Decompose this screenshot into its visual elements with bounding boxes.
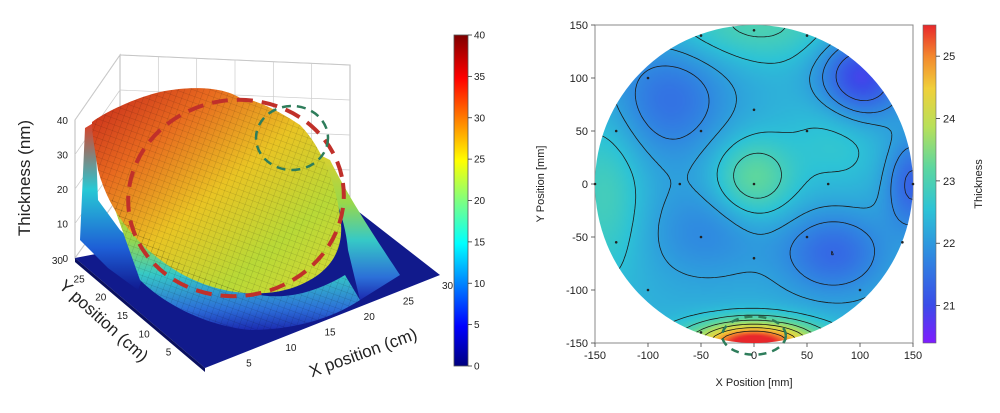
colorbar-tick-label: 23 (943, 176, 955, 188)
x-tick-label: 5 (246, 359, 252, 370)
colorbar-tick-label: 15 (474, 237, 486, 248)
z-axis-label: Thickness (nm) (15, 120, 34, 236)
sample-point (614, 129, 618, 133)
grid-line (74, 54, 121, 121)
y-axis-ticks: 30 25 20 15 10 5 (52, 256, 172, 359)
contour-line (709, 327, 799, 343)
y-tick-label: 5 (166, 348, 172, 359)
y-tick-label: 30 (52, 256, 64, 267)
colorbar-tick-label: 24 (943, 114, 955, 126)
sample-point (646, 288, 650, 292)
sample-point (858, 288, 862, 292)
sample-point (752, 182, 756, 186)
colorbar-tick-label: 25 (943, 51, 955, 63)
red-dashed-ellipse-annotation (126, 97, 346, 299)
colorbar-tick-label: 35 (474, 72, 486, 83)
sample-point (826, 182, 830, 186)
x-tick-label: -150 (584, 350, 606, 362)
sample-point (699, 129, 703, 133)
y-tick-label: 100 (570, 73, 588, 85)
colorbar-tick-label: 10 (474, 279, 486, 290)
colorbar-right-ticks: 21 22 23 24 25 (936, 51, 955, 313)
x-tick-label: 50 (801, 350, 813, 362)
y-tick-label: 10 (139, 329, 151, 340)
surface-floor-front-edge (75, 258, 205, 372)
sample-point (699, 331, 703, 334)
surface-side-mesh (108, 190, 360, 330)
colorbar-label: Thickness (973, 159, 985, 209)
sample-point (805, 34, 809, 37)
y-tick-label: 0 (582, 179, 588, 191)
green-dashed-ellipse-annotation (720, 315, 788, 356)
y-tick-label: -50 (572, 232, 588, 244)
colorbar-tick-label: 30 (474, 113, 486, 124)
y-tick-label: -100 (566, 285, 588, 297)
colorbar-left-ticks: 0 5 10 15 20 25 30 35 40 (468, 31, 486, 373)
y-tick-label: 50 (576, 126, 588, 138)
x-tick-label: 0 (751, 350, 757, 362)
x-tick-label: 30 (442, 281, 454, 292)
colorbar-tick-label: 25 (474, 155, 486, 166)
y-tick-label: 150 (570, 20, 588, 32)
z-axis-ticks: 0 10 20 30 40 (57, 116, 69, 265)
colorbar-tick-label: 40 (474, 31, 486, 42)
sample-point (699, 34, 703, 37)
y-axis-ticks: 150 100 50 0 -50 -100 -150 (566, 20, 595, 350)
x-tick-label: 20 (364, 312, 376, 323)
z-tick-label: 30 (57, 151, 69, 162)
heatmap-chart-panel: -150 -100 -50 0 50 100 150 150 100 50 0 -50 -100 -15… (500, 0, 1000, 408)
sample-point (699, 235, 703, 239)
z-tick-label: 10 (57, 220, 69, 231)
colorbar-tick-label: 21 (943, 301, 955, 313)
sample-points (593, 29, 915, 334)
y-tick-label: 15 (117, 311, 129, 322)
y-axis-label: Y Position [mm] (535, 146, 547, 223)
green-dashed-ellipse-annotation (254, 104, 330, 172)
colorbar-tick-label: 22 (943, 238, 955, 250)
sample-point (614, 241, 618, 244)
surface-chart: 0 10 20 30 40 30 25 20 15 10 5 5 10 15 20 25 30 Thickn… (15, 31, 486, 382)
surface-chart-panel: 0 10 20 30 40 30 25 20 15 10 5 5 10 15 20 25 30 Thickn… (0, 0, 490, 408)
x-tick-label: 100 (851, 350, 869, 362)
colorbar-tick-label: 5 (474, 320, 480, 331)
sample-point (805, 235, 809, 239)
x-tick-label: -50 (693, 350, 709, 362)
x-tick-label: 10 (285, 343, 297, 354)
colorbar-right (922, 24, 937, 344)
colorbar-tick-label: 0 (474, 362, 480, 373)
z-tick-label: 20 (57, 185, 69, 196)
sample-point (678, 182, 682, 186)
z-tick-label: 0 (62, 254, 68, 265)
heatmap-chart: -150 -100 -50 0 50 100 150 150100500-50-100-15… (535, 20, 985, 389)
colorbar-tick-label: 20 (474, 196, 486, 207)
x-axis-label: X Position [mm] (715, 377, 792, 389)
sample-point (752, 108, 756, 112)
sample-point (805, 129, 809, 133)
colorbar-left (453, 34, 469, 367)
x-tick-label: 150 (904, 350, 922, 362)
surface-top-mesh (92, 88, 342, 294)
sample-point (752, 256, 756, 260)
x-axis-ticks: -150 -100 -50 0 50 100 150 (584, 343, 922, 362)
y-tick-label: 20 (95, 293, 107, 304)
x-tick-label: -100 (637, 350, 659, 362)
sample-point (646, 76, 650, 80)
x-tick-label: 15 (325, 328, 337, 339)
sample-point (752, 29, 756, 32)
x-axis-ticks: 5 10 15 20 25 30 (246, 281, 453, 370)
sample-point (901, 241, 904, 244)
y-tick-label: 25 (74, 274, 86, 285)
sample-point (911, 182, 915, 186)
x-tick-label: 25 (403, 297, 415, 308)
y-tick-label: -150 (566, 338, 588, 350)
z-tick-label: 40 (57, 116, 69, 127)
